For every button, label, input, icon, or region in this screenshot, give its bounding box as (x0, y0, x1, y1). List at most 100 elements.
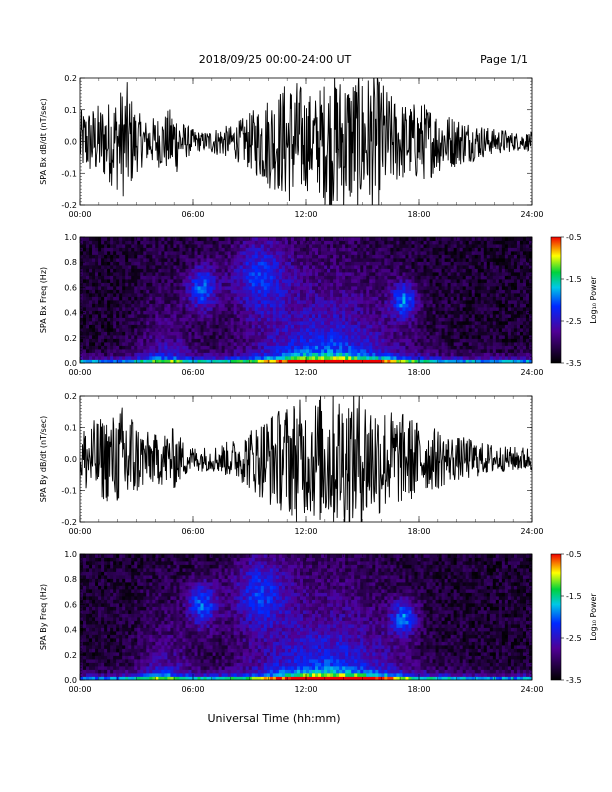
spectrogram-cell (405, 272, 409, 276)
spectrogram-cell (134, 324, 138, 329)
spectrogram-cell (333, 321, 337, 325)
spectrogram-cell (173, 317, 177, 322)
spectrogram-cell (155, 338, 159, 343)
spectrogram-cell (209, 289, 213, 294)
spectrogram-cell (456, 237, 461, 241)
spectrogram-cell (462, 317, 467, 322)
spectrogram-cell (375, 356, 379, 360)
spectrogram-cell (284, 279, 289, 283)
spectrogram-cell (471, 289, 476, 294)
spectrogram-cell (221, 261, 226, 266)
spectrogram-cell (399, 244, 403, 248)
spectrogram-cell (206, 258, 210, 262)
spectrogram-cell (444, 321, 449, 325)
spectrogram-cell (366, 335, 370, 339)
spectrogram-cell (348, 293, 352, 297)
spectrogram-cell (98, 338, 102, 343)
spectrogram-cell (152, 356, 156, 360)
spectrogram-cell (438, 265, 442, 269)
spectrogram-cell (477, 261, 482, 266)
spectrogram-cell (98, 317, 102, 322)
spectrogram-cell (330, 289, 334, 294)
spectrogram-cell (188, 338, 192, 343)
spectrogram-cell (104, 282, 108, 287)
spectrogram-cell (272, 324, 277, 329)
spectrogram-cell (248, 338, 253, 343)
spectrogram-cell (351, 324, 355, 329)
spectrogram-cell (459, 244, 464, 248)
spectrogram-cell (456, 258, 461, 262)
spectrogram-cell (417, 314, 421, 318)
spectrogram-cell (444, 244, 449, 248)
spectrogram-cell (459, 268, 464, 273)
spectrogram-cell (251, 352, 256, 357)
spectrogram-cell (80, 321, 84, 325)
spectrogram-cell (272, 275, 277, 280)
spectrogram-cell (113, 314, 117, 318)
spectrogram-cell (272, 321, 277, 325)
spectrogram-cell (293, 286, 298, 290)
spectrogram-cell (372, 303, 376, 308)
spectrogram-cell (254, 289, 259, 294)
spectrogram-cell (360, 303, 364, 308)
spectrogram-cell (149, 237, 153, 241)
spectrogram-cell (426, 335, 430, 339)
spectrogram-cell (239, 345, 244, 350)
spectrogram-cell (369, 258, 373, 262)
spectrogram-cell (411, 359, 415, 363)
spectrogram-cell (206, 289, 210, 294)
spectrogram-cell (429, 328, 433, 332)
spectrogram-cell (110, 331, 114, 336)
spectrogram-cell (420, 342, 424, 346)
spectrogram-cell (459, 282, 464, 287)
spectrogram-cell (269, 289, 274, 294)
spectrogram-cell (227, 237, 232, 241)
spectrogram-cell (215, 282, 220, 287)
spectrogram-cell (233, 352, 238, 357)
spectrogram-cell (164, 345, 168, 350)
spectrogram-cell (429, 324, 433, 329)
spectrogram-cell (293, 335, 298, 339)
spectrogram-cell (299, 258, 304, 262)
spectrogram-cell (137, 296, 141, 301)
spectrogram-cell (134, 335, 138, 339)
spectrogram-cell (414, 254, 418, 259)
spectrogram-cell (438, 345, 442, 350)
spectrogram-cell (408, 300, 412, 304)
spectrogram-cell (281, 349, 286, 353)
spectrogram-cell (113, 345, 117, 350)
spectrogram-cell (396, 349, 400, 353)
spectrogram-cell (345, 289, 349, 294)
spectrogram-cell (215, 331, 220, 336)
spectrogram-cell (164, 317, 168, 322)
spectrogram-cell (272, 303, 277, 308)
spectrogram-cell (194, 258, 198, 262)
spectrogram-cell (381, 265, 385, 269)
spectrogram-cell (212, 321, 216, 325)
spectrogram-cell (137, 321, 141, 325)
spectrogram-cell (396, 352, 400, 357)
spectrogram-cell (101, 356, 105, 360)
spectrogram-cell (164, 244, 168, 248)
chart-title: 2018/09/25 00:00-24:00 UT (199, 53, 352, 66)
spectrogram-cell (287, 303, 292, 308)
spectrogram-cell (278, 321, 283, 325)
spectrogram-cell (351, 272, 355, 276)
spectrogram-cell (333, 349, 337, 353)
spectrogram-cell (342, 296, 346, 301)
spectrogram-cell (95, 268, 99, 273)
spectrogram-cell (396, 335, 400, 339)
spectrogram-cell (221, 349, 226, 353)
spectrogram-cell (278, 349, 283, 353)
spectrogram-cell (143, 254, 147, 259)
spectrogram-cell (83, 282, 87, 287)
spectrogram-cell (275, 328, 280, 332)
spectrogram-cell (188, 310, 192, 315)
spectrogram-cell (417, 275, 421, 280)
spectrogram-cell (122, 240, 126, 245)
spectrogram-cell (272, 314, 277, 318)
spectrogram-cell (399, 293, 403, 297)
spectrogram-cell (290, 324, 295, 329)
spectrogram-cell (429, 275, 433, 280)
spectrogram-cell (272, 272, 277, 276)
